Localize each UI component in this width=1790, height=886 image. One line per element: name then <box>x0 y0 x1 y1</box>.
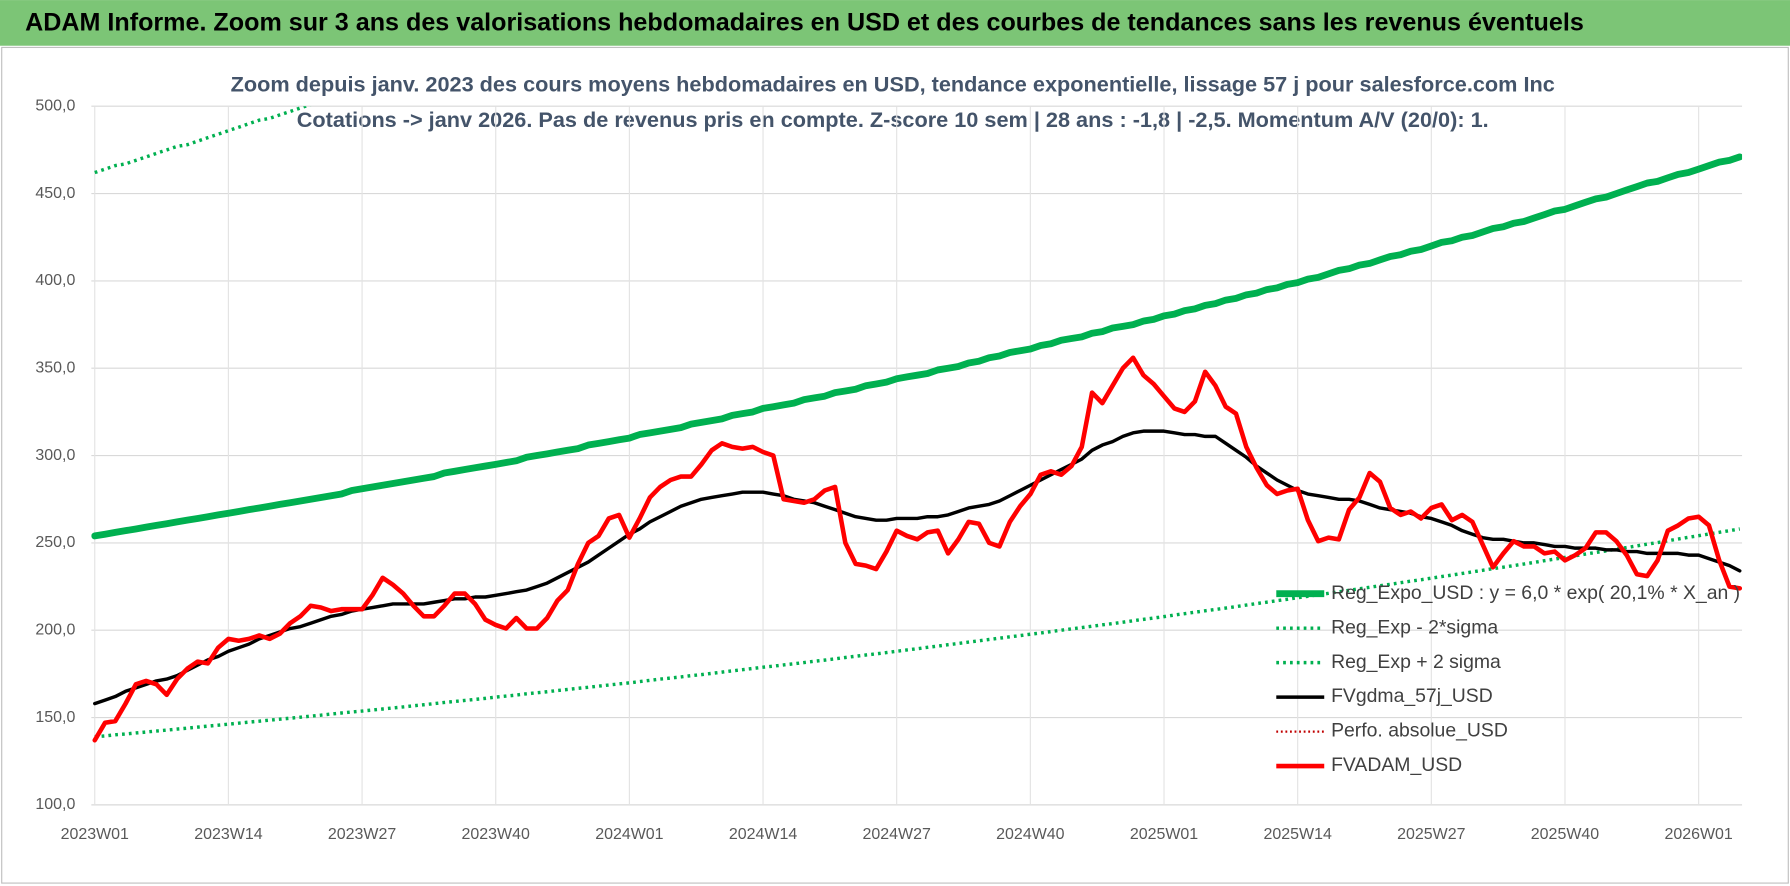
x-tick-label: 2023W14 <box>194 826 262 843</box>
y-tick-label: 400,0 <box>35 272 75 289</box>
plot-area <box>91 106 1743 743</box>
x-tick-label: 2025W27 <box>1397 826 1465 843</box>
y-tick-label: 500,0 <box>35 97 75 114</box>
legend-label: FVgdma_57j_USD <box>1331 685 1493 707</box>
x-tick-label: 2024W27 <box>863 826 931 843</box>
x-tick-label: 2023W40 <box>462 826 530 843</box>
legend-label: FVADAM_USD <box>1331 754 1462 776</box>
x-tick-label: 2024W40 <box>996 826 1064 843</box>
x-tick-label: 2025W01 <box>1130 826 1198 843</box>
y-tick-label: 100,0 <box>35 796 75 813</box>
chart-subtitle: Cotations -> janv 2026. Pas de revenus p… <box>297 107 1489 132</box>
x-tick-label: 2026W01 <box>1664 826 1732 843</box>
legend-label: Reg_Expo_USD : y = 6,0 * exp( 20,1% * X_… <box>1331 582 1740 604</box>
y-tick-label: 150,0 <box>35 709 75 726</box>
x-tick-label: 2025W14 <box>1263 826 1331 843</box>
x-tick-label: 2024W01 <box>595 826 663 843</box>
series-line <box>91 153 1743 540</box>
grid: 100,0 150,0 200,0 250,0 300,0 350,0 400,0 450,0… <box>35 97 1743 843</box>
chart-border <box>1 46 1789 884</box>
chart-title: Zoom depuis janv. 2023 des cours moyens … <box>231 71 1555 96</box>
y-tick-label: 450,0 <box>35 185 75 202</box>
series-line <box>92 355 1743 743</box>
x-tick-label: 2025W40 <box>1531 826 1599 843</box>
legend-label: Reg_Exp + 2 sigma <box>1331 651 1501 673</box>
y-tick-label: 200,0 <box>35 621 75 638</box>
legend-label: Reg_Exp - 2*sigma <box>1331 616 1498 638</box>
series-line <box>93 429 1742 706</box>
y-tick-label: 350,0 <box>35 359 75 376</box>
header-title: ADAM Informe. Zoom sur 3 ans des valoris… <box>25 9 1584 37</box>
legend-label: Perfo. absolue_USD <box>1331 720 1508 742</box>
series-line <box>94 527 1741 739</box>
x-tick-label: 2023W27 <box>328 826 396 843</box>
y-tick-label: 300,0 <box>35 447 75 464</box>
y-tick-label: 250,0 <box>35 534 75 551</box>
legend: Reg_Expo_USD : y = 6,0 * exp( 20,1% * X_… <box>1276 582 1740 776</box>
x-tick-label: 2023W01 <box>61 826 129 843</box>
x-tick-label: 2024W14 <box>729 826 797 843</box>
header-band <box>0 0 1790 46</box>
